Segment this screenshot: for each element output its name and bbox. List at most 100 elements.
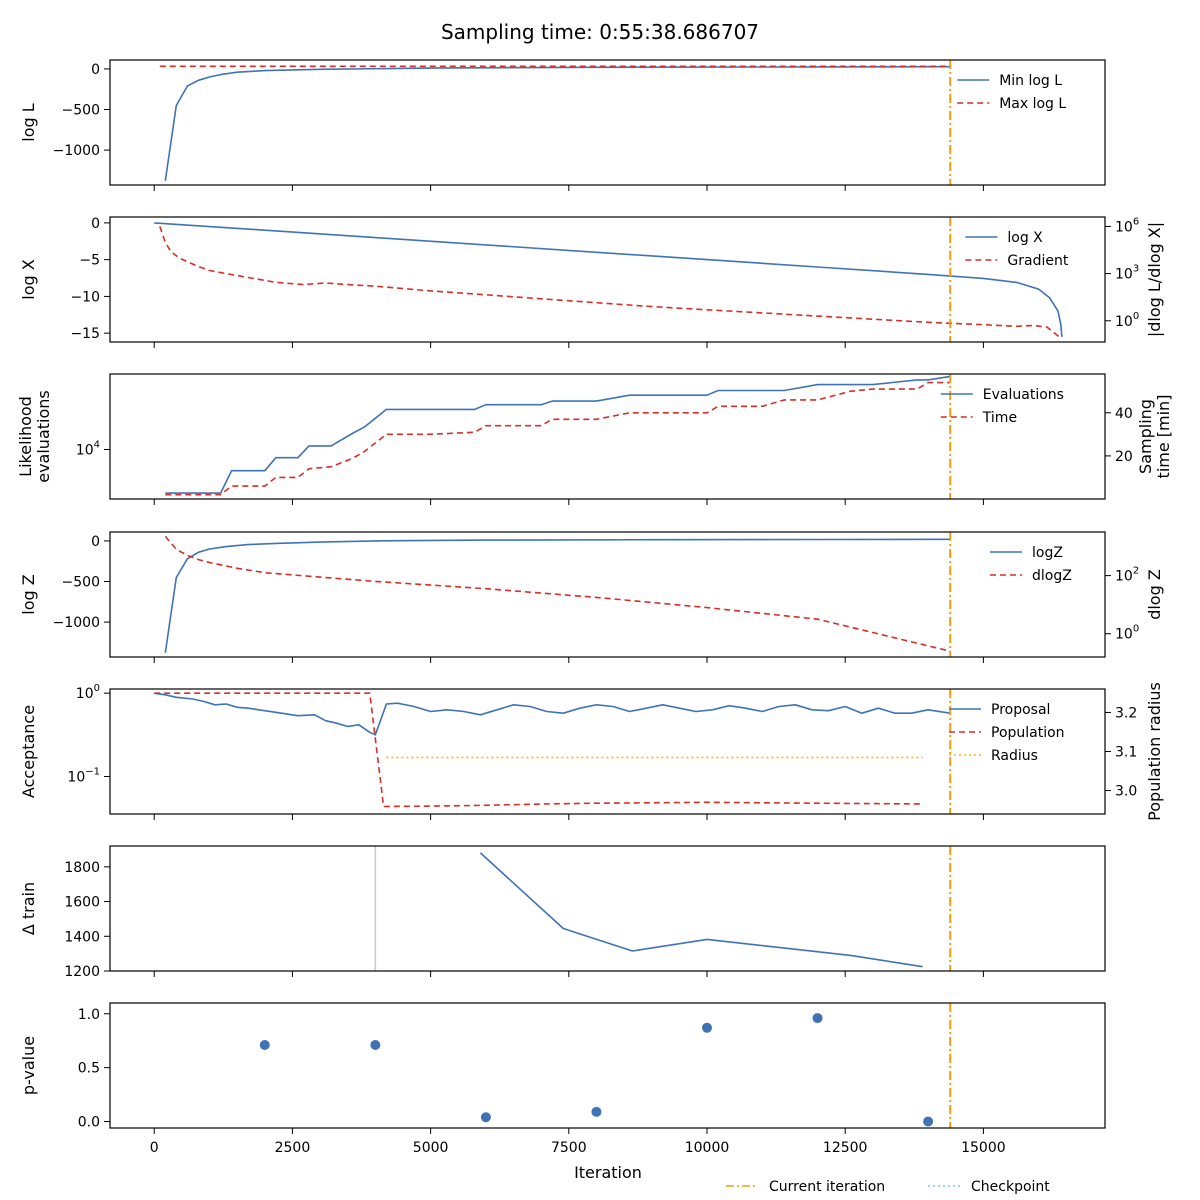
scatter-point [702, 1022, 712, 1033]
x-tick-label: 12500 [823, 1140, 868, 1156]
y-right-tick-label: 100 [1115, 311, 1139, 330]
y-tick-label: 1800 [64, 860, 100, 876]
y-tick-label: 0 [91, 534, 100, 550]
legend-label: dlogZ [1032, 568, 1072, 584]
x-tick-label: 7500 [551, 1140, 587, 1156]
panel-frame [109, 1002, 1106, 1129]
y-tick-label: 104 [76, 439, 100, 458]
y-right-tick-label: 40 [1115, 406, 1133, 422]
y-tick-label: −1000 [53, 143, 100, 159]
y-tick-label: 0.5 [78, 1061, 100, 1077]
scatter-point [591, 1106, 602, 1117]
y-right-axis-label: dlog Z [1145, 569, 1164, 620]
bottom-legend-label: Checkpoint [971, 1179, 1050, 1195]
x-tick-label: 0 [150, 1140, 159, 1156]
chart-panels: 0 −500 −1000 log L Min log L Max log L 0 −5 −10 −… [16, 59, 1173, 1156]
y-right-tick-label: 20 [1115, 449, 1133, 465]
series-line-population [154, 692, 923, 808]
y-tick-label: 1400 [64, 929, 100, 945]
plot-area [164, 532, 952, 657]
y-axis-label: p-value [19, 1036, 38, 1095]
x-tick-label: 5000 [413, 1140, 449, 1156]
series-line-gradient [159, 226, 1061, 338]
panel-frame [109, 373, 1106, 500]
chart-title: Sampling time: 0:55:38.686707 [441, 20, 759, 44]
y-axis-label: evaluations [34, 390, 53, 483]
plot-area [154, 217, 1063, 342]
scatter-point [480, 1112, 491, 1123]
panel-frame [109, 216, 1106, 343]
y-right-tick-label: 3.0 [1115, 784, 1137, 800]
y-right-axis-label: time [min] [1154, 395, 1173, 479]
plot-area [159, 60, 952, 185]
series-line-log-x [154, 222, 1063, 337]
y-right-axis-label: Population radius [1145, 682, 1164, 821]
legend-label: Max log L [999, 96, 1066, 112]
y-tick-label: 1600 [64, 895, 100, 911]
y-axis-label: log L [19, 103, 38, 141]
legend-label: Gradient [1007, 253, 1068, 269]
legend-label: Min log L [999, 73, 1062, 89]
panel-loglike: 0 −500 −1000 log L Min log L Max log L [19, 59, 1106, 191]
legend-label: log X [1007, 230, 1043, 246]
y-right-tick-label: 3.2 [1115, 705, 1137, 721]
panel-frame [109, 59, 1106, 186]
plot-area [165, 374, 952, 499]
series-line-dlogz [164, 535, 951, 652]
y-tick-label: 0 [91, 216, 100, 232]
panel-acceptance: 100 10−1 3.2 3.1 3.0 Acceptance Population rad… [19, 682, 1164, 821]
y-right-axis-label: |dlog L/dlog X| [1145, 222, 1164, 337]
bottom-legend: Current iteration Checkpoint [726, 1179, 1050, 1195]
x-tick-label: 2500 [275, 1140, 311, 1156]
scatter-point [370, 1040, 381, 1051]
y-tick-label: −500 [62, 575, 100, 591]
x-axis-label: Iteration [574, 1163, 642, 1182]
y-axis-label: log X [19, 259, 38, 299]
legend-label: Population [991, 725, 1065, 741]
scatter-point [923, 1116, 934, 1127]
plot-area [154, 689, 952, 814]
y-tick-label: −500 [62, 103, 100, 119]
x-tick-label: 15000 [961, 1140, 1006, 1156]
y-axis-label: log Z [19, 574, 38, 614]
x-tick-label: 10000 [685, 1140, 730, 1156]
y-right-tick-label: 102 [1115, 566, 1139, 585]
y-tick-label: 0.0 [78, 1115, 100, 1131]
legend-label: Radius [991, 748, 1038, 764]
panel-frame [109, 845, 1106, 972]
y-tick-label: −15 [70, 326, 100, 342]
panel-frame [109, 531, 1106, 658]
y-tick-label: −5 [79, 253, 100, 269]
y-tick-label: −10 [70, 289, 100, 305]
series-line-logz [164, 538, 951, 654]
panel-logz: 0 −500 −1000 102 100 log Z dlog Z logZ dlogZ [19, 531, 1164, 663]
panel-train: 1200 1400 1600 1800 Δ train [19, 845, 1106, 980]
series-line-evaluations [165, 375, 951, 494]
y-right-axis-label: Sampling [1136, 399, 1155, 474]
y-right-tick-label: 103 [1115, 264, 1139, 283]
y-right-tick-label: 106 [1115, 216, 1139, 235]
y-tick-label: 100 [76, 683, 100, 702]
y-right-tick-label: 100 [1115, 624, 1139, 643]
panel-frame [109, 688, 1106, 815]
series-line-proposal [154, 692, 951, 736]
panel-evals: 104 20 40 Likelihood evaluations Sampling time… [16, 373, 1173, 505]
scatter-point [812, 1013, 823, 1024]
scatter-point [259, 1040, 270, 1051]
plot-area [259, 1003, 952, 1128]
y-axis-label: Δ train [19, 882, 38, 935]
bottom-legend-label: Current iteration [769, 1179, 885, 1195]
y-tick-label: 10−1 [67, 767, 100, 786]
legend-label: Evaluations [983, 387, 1064, 403]
plot-area [374, 846, 952, 971]
panel-pvalue: 0 2500 5000 7500 10000 12500 15000 0.0 0.5 1.0 p-v… [19, 1002, 1106, 1156]
y-tick-label: 1200 [64, 964, 100, 980]
legend-label: Proposal [991, 702, 1050, 718]
legend-label: Time [982, 410, 1017, 426]
y-axis-label: Likelihood [16, 396, 35, 477]
y-tick-label: 0 [91, 62, 100, 78]
y-tick-label: 1.0 [78, 1007, 100, 1023]
series-line-δ-train [479, 852, 923, 968]
series-line-min-log-l [164, 65, 951, 182]
